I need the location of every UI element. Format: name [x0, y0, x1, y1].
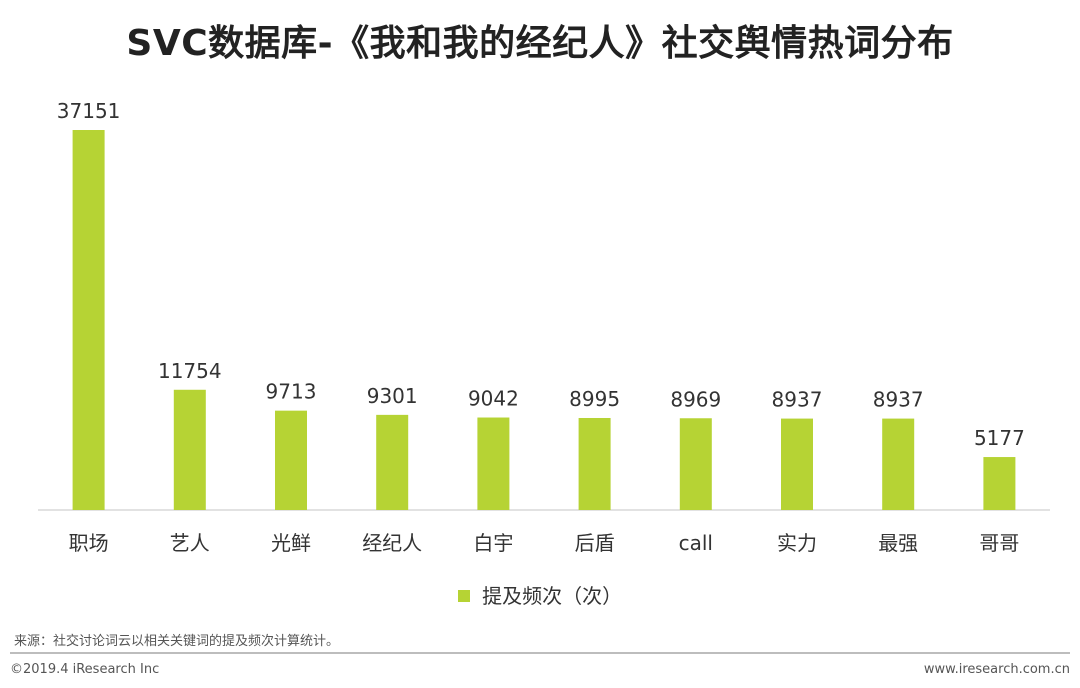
data-label-0: 37151: [57, 99, 121, 123]
x-tick-label-0: 职场: [69, 531, 109, 555]
x-tick-label-8: 最强: [878, 531, 918, 555]
data-label-4: 9042: [468, 387, 519, 411]
bars-group: 37151 职场 11754 艺人 9713 光鲜 9301 经纪人 9042 白宇 8995 后盾 8…: [57, 99, 1025, 555]
bar-4: [477, 417, 510, 510]
x-tick-label-1: 艺人: [170, 531, 210, 555]
x-tick-label-7: 实力: [777, 531, 817, 555]
data-label-8: 8937: [873, 388, 924, 412]
bar-0: [72, 130, 105, 510]
bar-2: [275, 410, 307, 510]
chart-title: SVC数据库-《我和我的经纪人》社交舆情热词分布: [126, 23, 954, 64]
legend-swatch-icon: [457, 589, 470, 602]
x-tick-label-3: 经纪人: [362, 531, 422, 555]
bar-5: [578, 417, 611, 510]
source-note: 来源：社交讨论词云以相关关键词的提及频次计算统计。: [14, 634, 340, 649]
data-label-7: 8937: [772, 388, 823, 412]
legend-label: 提及频次（次）: [482, 584, 623, 608]
x-tick-label-5: 后盾: [575, 531, 615, 555]
data-label-1: 11754: [158, 359, 222, 383]
data-label-9: 5177: [974, 426, 1025, 450]
x-tick-label-6: call: [679, 531, 713, 555]
data-label-6: 8969: [670, 387, 721, 411]
footer-divider: [10, 652, 1070, 654]
data-label-5: 8995: [569, 387, 620, 411]
website-link[interactable]: www.iresearch.com.cn: [923, 662, 1070, 677]
legend: 提及频次（次）: [0, 580, 1080, 609]
bar-6: [679, 418, 712, 510]
copyright-text: ©2019.4 iResearch Inc: [10, 662, 160, 677]
bar-3: [376, 414, 409, 510]
bar-1: [173, 389, 206, 510]
x-tick-label-2: 光鲜: [271, 531, 311, 555]
bar-8: [882, 418, 915, 510]
bar-7: [781, 418, 813, 510]
bar-9: [983, 457, 1016, 510]
x-tick-label-4: 白宇: [473, 531, 513, 555]
data-label-3: 9301: [367, 384, 418, 408]
x-tick-label-9: 哥哥: [979, 531, 1019, 555]
data-label-2: 9713: [266, 380, 317, 404]
